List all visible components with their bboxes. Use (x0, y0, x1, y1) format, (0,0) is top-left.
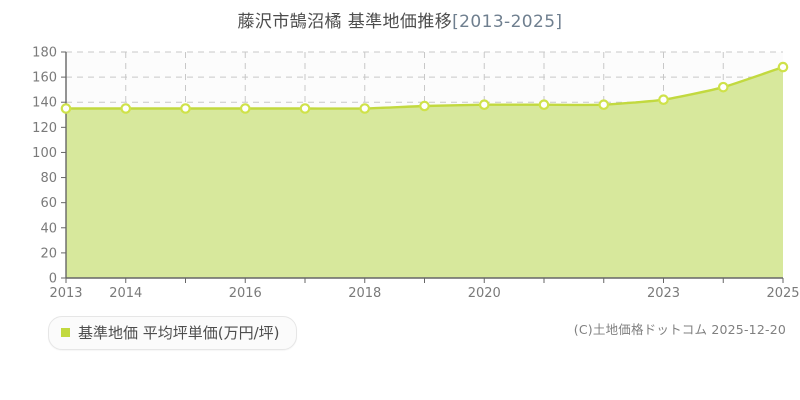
data-point-marker[interactable] (598, 99, 610, 111)
chart-title-main: 藤沢市鵠沼橘 基準地価推移 (237, 12, 453, 32)
copyright-credit: (C)土地価格ドットコム 2025-12-20 (573, 322, 786, 337)
y-axis-tick-label: 60 (40, 196, 57, 211)
data-point-marker[interactable] (239, 103, 251, 114)
x-axis-tick-label: 2020 (468, 286, 501, 301)
data-point-marker[interactable] (717, 81, 729, 93)
chart-legend[interactable]: 基準地価 平均坪単価(万円/坪) (48, 316, 297, 350)
data-point-marker[interactable] (419, 100, 430, 112)
y-axis-tick-label: 20 (40, 246, 57, 261)
x-axis-tick-label: 2023 (647, 286, 680, 301)
y-axis-tick-label: 0 (49, 272, 57, 287)
data-point-marker[interactable] (120, 103, 132, 114)
y-axis-tick-label: 80 (40, 171, 57, 186)
y-axis-tick-label: 140 (32, 96, 57, 111)
y-axis-tick-label: 180 (32, 46, 57, 61)
y-axis-tick-label: 160 (32, 71, 57, 86)
data-point-marker[interactable] (299, 103, 311, 114)
data-point-marker[interactable] (658, 94, 669, 106)
data-point-marker[interactable] (60, 103, 72, 114)
data-point-marker[interactable] (538, 99, 550, 111)
data-point-marker[interactable] (478, 99, 490, 111)
y-axis-tick-label: 100 (32, 146, 57, 161)
y-axis-tick-label: 40 (40, 221, 57, 236)
area-chart-plot: 0 20 40 60 80 100 120 140 160 180 2013 2014 2016 2018… (32, 46, 799, 302)
chart-title-range: [2013-2025] (452, 12, 563, 32)
series-area-fill (66, 67, 783, 278)
legend-swatch-icon (61, 328, 70, 337)
x-axis-tick-label: 2025 (766, 286, 799, 301)
x-axis-tick-label: 2018 (348, 286, 381, 301)
x-axis-tick-label: 2014 (109, 286, 142, 301)
legend-series-label: 基準地価 平均坪単価(万円/坪) (78, 324, 280, 342)
data-point-marker[interactable] (777, 61, 789, 73)
y-axis-tick-label: 120 (32, 121, 57, 136)
page-title: 藤沢市鵠沼橘 基準地価推移[2013-2025] (0, 7, 800, 32)
data-point-marker[interactable] (180, 103, 191, 114)
x-axis-tick-label: 2013 (49, 286, 82, 301)
x-axis-tick-label: 2016 (229, 286, 262, 301)
data-point-marker[interactable] (359, 103, 371, 114)
